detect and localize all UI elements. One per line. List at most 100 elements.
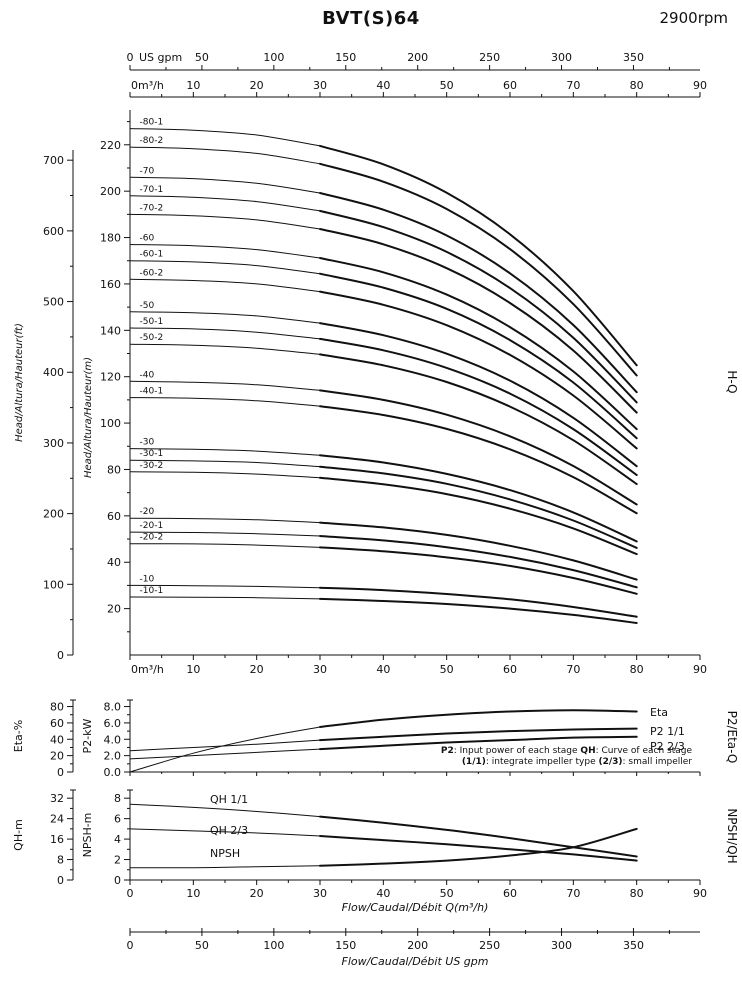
head-ft-tick-label: 400 [43,366,64,379]
hq-curve-label: -60-2 [140,268,164,278]
gpm-tick-label: 350 [623,939,644,952]
hq-curve-label: -60 [140,234,155,244]
hq-curve [319,454,638,543]
mid-curve [319,727,638,742]
gpm-unit-label: US gpm [139,51,182,64]
hq-curve-label: -70 [140,166,155,176]
hq-curve-lead [129,343,321,355]
npsh-tick-label: 8 [114,792,121,805]
hq-curve-label: -80-1 [140,118,164,128]
hq-panel-label: H-Q [725,370,739,393]
m3h-zero-label: 0m³/h [131,79,164,92]
hq-curve-lead [129,448,321,456]
bot-curve-lead [129,865,321,869]
hq-curve [319,405,638,515]
head-ft-tick-label: 500 [43,296,64,309]
gpm-tick-label: 50 [195,51,209,64]
flow-m3h-axis-label: Flow/Caudal/Débit Q(m³/h) [342,901,489,914]
m3h-tick-label: 80 [630,79,644,92]
p2-tick-label: 8.0 [104,701,122,714]
p2-eta-panel: 0.0 2.0 4.0 6.0 8.0 0 20 40 60 80 Eta-% P2-kW P2/Eta… [12,699,739,779]
hq-curve [319,535,638,589]
gpm-tick-label: 0 [127,939,134,952]
gpm-tick-label: 250 [479,939,500,952]
hq-curve [319,322,638,468]
flow-tick-label: 80 [630,887,644,900]
p2-qh-note-line: P2: Input power of each stage QH: Curve … [441,746,693,756]
flow-tick-label: 90 [693,887,707,900]
bottom-gpm-axis: 0 50 100 150 200 250 300 350 Flow/Caudal/Débit U… [127,928,700,968]
m3h-tick-label: 70 [566,79,580,92]
mid-curve-label: Eta [650,706,668,719]
mid-curve-lead [129,726,321,773]
hq-curve [319,192,638,394]
m3h-tick-label: 40 [376,79,390,92]
hq-curve-label: -30-2 [140,461,164,471]
p2-tick-label: 2.0 [104,750,122,763]
eta-tick-label: 80 [50,701,64,714]
m3h-tick-label: 90 [693,79,707,92]
hq-curve-label: -10-1 [140,586,164,596]
head-m-axis-label: Head/Altura/Hauteur(m) [83,357,94,478]
hq-curve-label: -80-2 [140,136,164,146]
p2-tick-label: 4.0 [104,733,122,746]
npsh-tick-label: 2 [114,854,121,867]
bot-curve-label: NPSH [210,847,240,860]
m3h-tick-label: 30 [313,79,327,92]
hq-curve-label: -50-1 [140,317,164,327]
head-ft-tick-label: 0 [57,649,64,662]
hq-curve-lead [129,380,321,391]
qh-tick-label: 8 [57,854,64,867]
hq-curve-label: -20-2 [140,533,164,543]
hq-curve [319,586,638,618]
hq-curve-lead [129,260,321,275]
hq-curve-lead [129,596,321,600]
m3h-tick-label: 50 [440,663,454,676]
hq-curve-lead [129,213,321,230]
hq-curve-label: -50 [140,301,155,311]
hq-curve-lead [129,244,321,259]
bot-curve-lead [129,803,321,818]
hq-curve-lead [129,128,321,147]
head-m-tick-label: 100 [100,417,121,430]
head-m-tick-label: 200 [100,185,121,198]
hq-curve-lead [129,543,321,548]
hq-curve [319,228,638,414]
hq-curve-label: -60-1 [140,250,164,260]
hq-curve-lead [129,146,321,165]
flow-tick-label: 20 [250,887,264,900]
hq-curve [319,272,638,440]
top-m3h-axis: 0m³/h 10 20 30 40 50 60 70 80 90 [129,79,707,98]
bot-curve-lead [129,828,321,837]
hq-curve-lead [129,176,321,194]
gpm-tick-label: 0 [127,51,134,64]
hq-curve [319,389,638,506]
head-m-tick-label: 220 [100,139,121,152]
hq-curve [319,521,638,581]
eta-axis-label: Eta-% [12,720,25,752]
hq-curve [319,546,638,595]
hq-curve-label: -20 [140,507,155,517]
hq-curve-lead [129,397,321,407]
head-m-tick-label: 20 [107,603,121,616]
head-m-tick-label: 120 [100,371,121,384]
hq-curve [319,337,638,476]
gpm-tick-label: 350 [623,51,644,64]
m3h-tick-label: 20 [250,663,264,676]
hq-curve-lead [129,195,321,212]
hq-curve [319,353,638,486]
mid-curve-label: P2 1/1 [650,725,685,738]
bot-curve-label: QH 2/3 [210,824,248,837]
head-m-tick-label: 60 [107,510,121,523]
flow-tick-label: 70 [566,887,580,900]
m3h-tick-label: 90 [693,663,707,676]
npsh-qh-panel-label: NPSH/QH [725,808,739,863]
eta-tick-label: 40 [50,733,64,746]
hq-curve [319,144,638,367]
head-ft-tick-label: 700 [43,154,64,167]
flow-gpm-axis-label: Flow/Caudal/Débit US gpm [342,955,489,968]
m3h-tick-label: 60 [503,663,517,676]
